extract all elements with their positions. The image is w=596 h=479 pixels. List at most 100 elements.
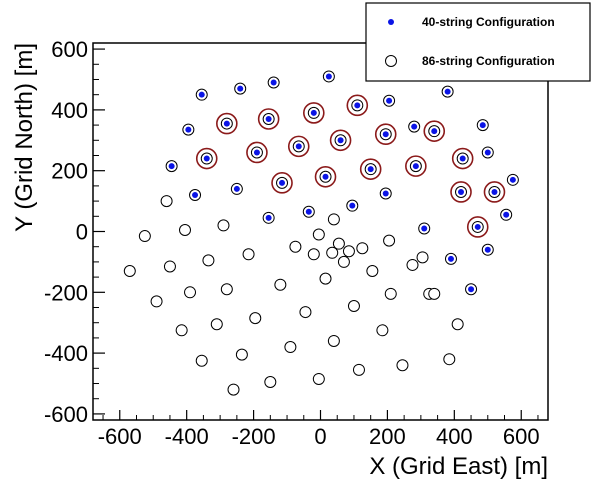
highlight-ring <box>246 141 268 164</box>
highlight-ring <box>314 165 337 188</box>
point-86-string <box>160 195 173 208</box>
legend-box <box>365 2 591 82</box>
y-tick-label: -400 <box>44 341 88 366</box>
point-86-string <box>217 219 230 232</box>
point-40-string <box>310 109 317 116</box>
point-86-string <box>307 248 320 261</box>
highlight-ring <box>423 120 446 142</box>
point-40-string <box>421 225 428 232</box>
point-40-string <box>382 131 389 138</box>
highlight-ring <box>216 112 238 135</box>
point-40-string <box>447 255 454 262</box>
point-40-string <box>459 155 466 162</box>
point-86-string <box>175 324 188 337</box>
legend-label: 40-string Configuration <box>422 15 555 29</box>
y-axis: -600 -400 -200 0 200 400 600 <box>44 37 105 427</box>
open-circle-layer <box>123 195 464 396</box>
point-86-string <box>184 286 197 299</box>
highlight-ring <box>287 135 310 158</box>
point-86-string <box>289 240 302 253</box>
point-40-string <box>479 122 486 129</box>
highlight-ring <box>271 172 293 194</box>
point-40-string <box>382 190 389 197</box>
y-axis-title: Y (Grid North) [m] <box>11 43 38 232</box>
point-86-string <box>123 265 136 278</box>
x-tick-label: -200 <box>232 424 276 449</box>
point-40-string <box>295 143 302 150</box>
point-40-string <box>192 192 199 199</box>
point-40-string <box>279 179 286 186</box>
point-86-string <box>299 306 312 319</box>
highlight-ring <box>466 216 489 238</box>
point-86-string <box>195 354 208 367</box>
x-tick-label: 0 <box>314 424 326 449</box>
point-40-string <box>444 88 451 95</box>
point-40-string <box>223 120 230 127</box>
legend: 40-string Configuration 86-string Config… <box>365 2 591 82</box>
point-40-string <box>491 188 498 195</box>
point-86-string <box>210 318 223 331</box>
point-86-string <box>356 242 369 255</box>
highlight-ring <box>257 108 280 130</box>
point-86-string <box>179 223 192 236</box>
legend-marker-filled <box>388 19 394 25</box>
point-86-string <box>396 359 409 372</box>
highlight-ring <box>450 181 472 203</box>
point-40-string <box>322 173 329 180</box>
point-40-string <box>431 128 438 135</box>
highlight-ring <box>303 102 325 124</box>
point-86-string <box>327 213 340 226</box>
dot-layer <box>165 70 519 296</box>
point-86-string <box>342 245 355 258</box>
point-40-string <box>168 163 175 170</box>
x-axis-title: X (Grid East) [m] <box>369 453 548 479</box>
highlight-ring <box>346 94 369 117</box>
point-86-string <box>406 258 419 271</box>
y-tick-label: 400 <box>51 98 88 123</box>
point-86-string <box>332 237 345 250</box>
x-tick-label: -400 <box>165 424 209 449</box>
point-86-string <box>443 353 456 366</box>
y-tick-label: -200 <box>44 280 88 305</box>
point-86-string <box>242 248 255 261</box>
point-86-string <box>366 265 379 278</box>
highlight-ring <box>359 158 382 180</box>
point-86-string <box>312 228 325 241</box>
point-40-string <box>503 211 510 218</box>
point-86-string <box>274 278 287 291</box>
ring-layer <box>195 94 506 238</box>
point-40-string <box>386 97 393 104</box>
point-86-string <box>235 348 248 361</box>
point-40-string <box>325 73 332 80</box>
x-axis: -600 -400 -200 0 200 400 600 <box>98 410 540 449</box>
point-86-string <box>284 341 297 354</box>
point-86-string <box>428 287 441 300</box>
point-86-string <box>416 251 429 264</box>
point-86-string <box>312 372 325 385</box>
point-40-string <box>484 246 491 253</box>
point-86-string <box>347 299 360 312</box>
highlight-ring <box>405 155 427 177</box>
point-86-string <box>249 312 262 325</box>
point-40-string <box>203 155 210 162</box>
point-86-string <box>337 255 350 268</box>
point-86-string <box>319 272 332 285</box>
point-40-string <box>185 126 192 133</box>
point-40-string <box>198 91 205 98</box>
point-40-string <box>367 166 374 173</box>
point-86-string <box>383 234 396 247</box>
y-tick-label: 600 <box>51 37 88 62</box>
point-40-string <box>337 137 344 144</box>
point-40-string <box>265 214 272 221</box>
point-40-string <box>509 176 516 183</box>
point-86-string <box>150 295 163 308</box>
point-86-string <box>202 254 215 267</box>
point-86-string <box>138 230 151 243</box>
point-40-string <box>354 102 361 109</box>
point-86-string <box>376 324 389 337</box>
point-86-string <box>352 363 365 376</box>
highlight-ring <box>374 123 397 146</box>
point-40-string <box>412 163 419 170</box>
highlight-ring <box>451 147 474 170</box>
point-40-string <box>458 188 465 195</box>
